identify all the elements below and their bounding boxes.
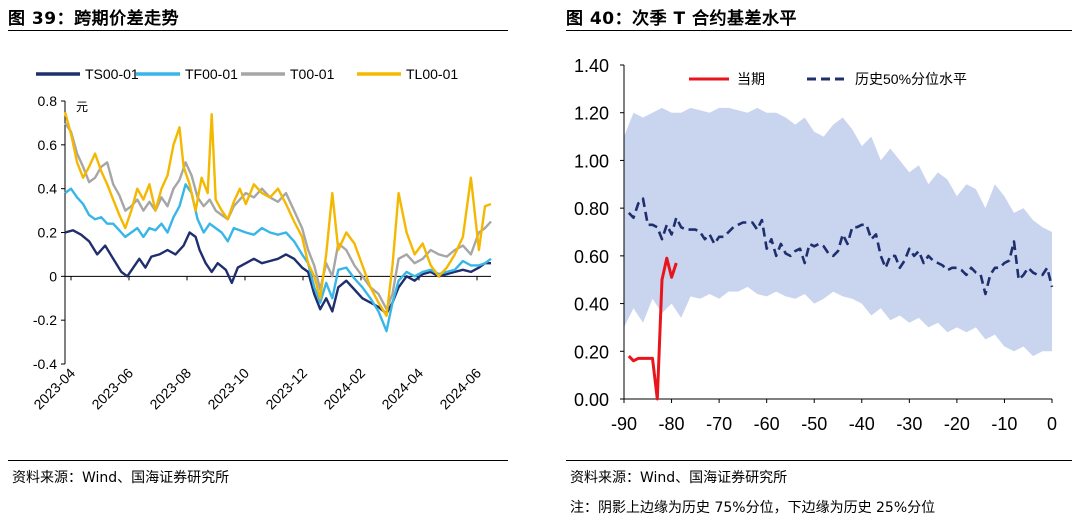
left-x-tick-label: 2024-06 <box>436 365 484 413</box>
left-x-tick-label: 2024-04 <box>378 365 426 413</box>
left-x-tick-label: 2024-02 <box>320 365 368 413</box>
left-unit-label: 元 <box>76 100 88 114</box>
right-x-tick-label: -70 <box>706 414 732 434</box>
right-source-rule <box>566 460 1072 461</box>
left-y-tick-label: 0.2 <box>38 225 58 241</box>
left-x-tick-label: 2023-06 <box>88 365 136 413</box>
right-x-tick-label: -50 <box>801 414 827 434</box>
left-chart-title: 图 39：跨期价差走势 <box>8 9 180 29</box>
left-source-text: 资料来源：Wind、国海证券研究所 <box>12 470 230 486</box>
right-x-tick-label: -60 <box>754 414 780 434</box>
left-legend-label: TF00-01 <box>185 66 238 82</box>
left-legend-label: TS00-01 <box>85 66 139 82</box>
right-y-tick-label: 0.40 <box>574 295 609 315</box>
right-y-tick-label: 0.20 <box>574 342 609 362</box>
right-y-tick-label: 1.00 <box>574 151 609 171</box>
left-series-line-tf00-01 <box>64 183 492 333</box>
left-x-tick-label: 2023-08 <box>146 365 194 413</box>
right-chart-title: 图 40：次季 T 合约基差水平 <box>566 9 798 29</box>
right-title-rule <box>566 30 1072 31</box>
right-x-tick-label: -40 <box>849 414 875 434</box>
left-series-line-ts00-01 <box>64 229 491 315</box>
right-x-tick-label: -80 <box>659 414 685 434</box>
left-legend-label: TL00-01 <box>406 66 458 82</box>
right-source-text: 资料来源：Wind、国海证券研究所 <box>570 470 788 486</box>
left-series-line-tl00-01 <box>63 111 492 317</box>
left-x-tick-label: 2023-12 <box>262 365 310 413</box>
right-x-tick-label: -90 <box>611 414 637 434</box>
right-y-tick-label: 1.20 <box>574 104 609 124</box>
left-title-rule <box>8 30 508 31</box>
right-y-tick-label: 0.00 <box>574 390 609 410</box>
right-x-tick-label: 0 <box>1047 414 1057 434</box>
left-source-rule <box>8 460 508 461</box>
right-legend-label: 当期 <box>737 71 765 87</box>
left-series-line-t00-01 <box>64 122 492 311</box>
right-x-tick-label: -30 <box>896 414 922 434</box>
right-series-line-median <box>627 197 1054 296</box>
left-y-tick-label: -0.4 <box>33 356 57 372</box>
left-x-tick-label: 2023-10 <box>204 365 252 413</box>
right-x-tick-label: -10 <box>991 414 1017 434</box>
left-y-tick-label: 0.4 <box>38 181 58 197</box>
right-y-tick-label: 0.60 <box>574 247 609 267</box>
left-y-tick-label: 0 <box>49 268 57 284</box>
right-quantile-band <box>624 107 1052 357</box>
left-legend-label: T00-01 <box>290 66 335 82</box>
left-y-tick-label: 0.8 <box>38 93 58 109</box>
right-y-tick-label: 0.80 <box>574 199 609 219</box>
left-y-tick-label: -0.2 <box>33 312 57 328</box>
right-y-tick-label: 1.40 <box>574 56 609 76</box>
right-x-tick-label: -20 <box>944 414 970 434</box>
right-series-line-current <box>627 256 678 401</box>
right-note-text: 注：阴影上边缘为历史 75%分位，下边缘为历史 25%分位 <box>570 500 936 516</box>
right-basis-chart: 0.00 0.20 0.40 0.60 0.80 1.00 1.20 1.40 -90 -80 -7… <box>574 56 1057 434</box>
left-y-tick-label: 0.6 <box>38 137 58 153</box>
right-legend-label: 历史50%分位水平 <box>855 71 967 87</box>
